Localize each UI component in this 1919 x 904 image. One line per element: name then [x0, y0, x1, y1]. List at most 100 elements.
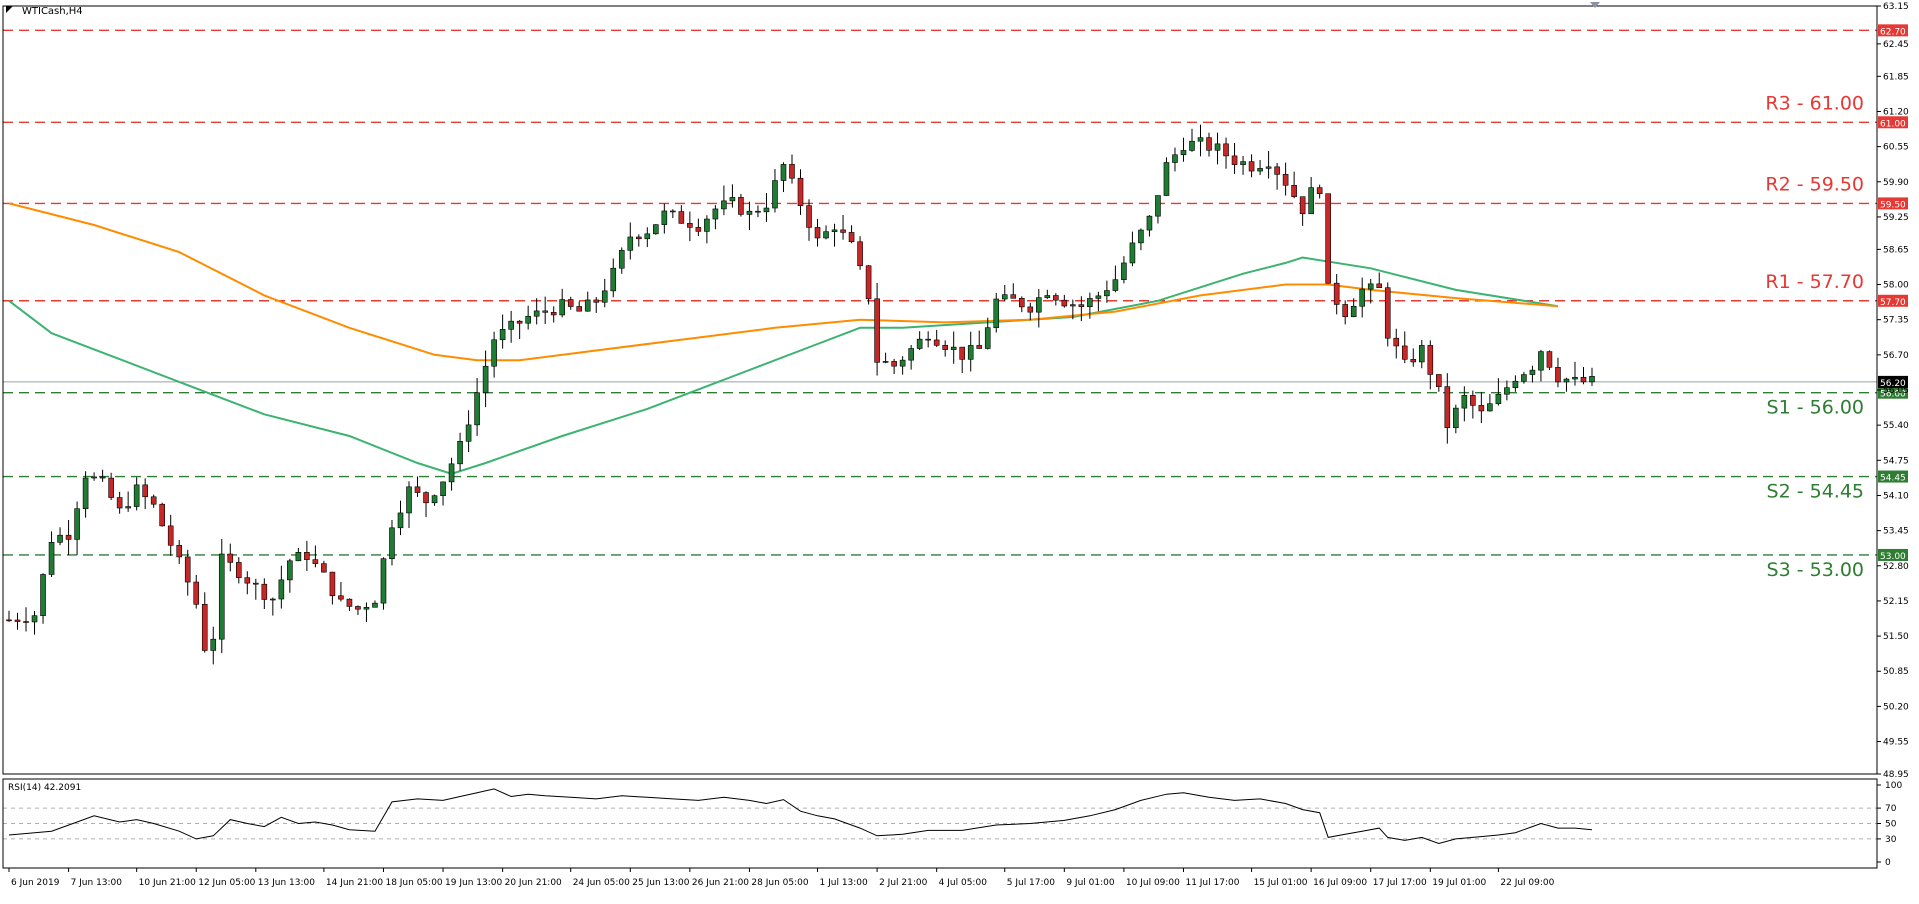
candle-body: [899, 359, 906, 367]
x-tick-label: 5 Jul 17:00: [1007, 878, 1056, 888]
candle-body: [601, 290, 608, 303]
rsi-tick-label: 100: [1885, 781, 1902, 791]
y-tick-label: 49.55: [1883, 738, 1909, 748]
level-label: R2 - 59.50: [1765, 173, 1864, 195]
candle-body: [491, 339, 497, 367]
candle-body: [218, 553, 225, 640]
candle-body: [925, 338, 931, 341]
candle-body: [1240, 161, 1246, 165]
candle-body: [976, 345, 983, 349]
candle-body: [661, 210, 668, 225]
candle-body: [840, 229, 846, 233]
x-tick-label: 6 Jun 2019: [11, 878, 60, 888]
candle-body: [304, 552, 310, 560]
candle-body: [363, 606, 370, 610]
candle-body: [789, 164, 795, 179]
candle-body: [831, 229, 838, 232]
candle-body: [499, 329, 506, 341]
candle-body: [1427, 345, 1434, 375]
candle-body: [865, 265, 872, 300]
candle-body: [1299, 196, 1306, 215]
candle-body: [1078, 304, 1085, 308]
candle-body: [806, 205, 812, 228]
candle-body: [57, 534, 63, 543]
x-tick-label: 25 Jun 13:00: [632, 878, 689, 888]
candle-body: [1401, 345, 1408, 360]
candle-body: [584, 299, 591, 312]
candle-body: [772, 180, 778, 209]
candle-body: [321, 563, 327, 573]
candle-body: [1104, 290, 1110, 297]
y-tick-label: 52.15: [1883, 597, 1909, 607]
candle-body: [653, 224, 659, 235]
candle-body: [1410, 359, 1417, 363]
level-price-tag-text: 61.00: [1880, 119, 1906, 129]
level-price-tag: [1878, 294, 1908, 307]
candle-body: [1461, 395, 1468, 409]
candle-body: [389, 527, 395, 559]
x-tick-label: 10 Jul 09:00: [1126, 878, 1180, 888]
candle-body: [1444, 386, 1451, 428]
candle-body: [474, 392, 480, 426]
candle-body: [1470, 395, 1476, 406]
candle-body: [644, 233, 651, 240]
x-tick-label: 13 Jun 13:00: [258, 878, 315, 888]
candle-body: [857, 241, 863, 267]
rsi-tick-label: 70: [1885, 804, 1897, 814]
candle-body: [99, 476, 106, 479]
y-tick-label: 59.90: [1883, 178, 1909, 188]
candle-body: [287, 560, 293, 581]
candle-body: [65, 534, 72, 540]
x-tick-label: 28 Jun 05:00: [751, 878, 808, 888]
candle-body: [1563, 378, 1570, 383]
candle-body: [1214, 143, 1221, 151]
candle-body: [457, 440, 463, 465]
candle-body: [14, 619, 21, 622]
level-price-tag-text: 57.70: [1880, 298, 1906, 308]
candle-body: [738, 197, 744, 215]
candle-body: [1453, 407, 1459, 428]
candle-body: [1274, 166, 1280, 175]
candle-body: [1291, 184, 1297, 197]
candle-body: [959, 346, 966, 360]
candle-body: [763, 207, 770, 213]
level-price-tag-text: 53.00: [1880, 552, 1906, 562]
candle-body: [184, 556, 191, 583]
candle-body: [40, 574, 46, 616]
x-tick-label: 17 Jul 17:00: [1373, 878, 1427, 888]
y-tick-label: 58.65: [1883, 245, 1909, 255]
candle-body: [1512, 380, 1519, 389]
candle-body: [1070, 304, 1076, 307]
candle-body: [74, 508, 80, 540]
x-tick-label: 22 Jul 09:00: [1500, 878, 1554, 888]
candle-body: [253, 582, 259, 585]
candle-body: [1138, 229, 1144, 244]
candle-body: [1189, 140, 1195, 151]
candle-body: [31, 615, 38, 623]
x-tick-label: 16 Jul 09:00: [1313, 878, 1367, 888]
y-tick-label: 57.35: [1883, 316, 1909, 326]
y-tick-label: 61.85: [1883, 72, 1909, 82]
candle-body: [372, 602, 378, 608]
moving-average-line: [8, 256, 1559, 475]
candle-body: [508, 320, 514, 330]
rsi-label: RSI(14) 42.2091: [8, 783, 81, 793]
x-tick-label: 10 Jun 21:00: [139, 878, 196, 888]
candle-body: [1172, 154, 1178, 163]
main-frame: [2, 5, 1878, 775]
candle-body: [397, 512, 404, 529]
candle-body: [1546, 351, 1553, 368]
candle-body: [1504, 387, 1510, 395]
x-tick-label: 19 Jul 01:00: [1432, 878, 1486, 888]
x-tick-label: 4 Jul 05:00: [939, 878, 988, 888]
candle-body: [1044, 295, 1051, 298]
candle-body: [942, 345, 948, 350]
candle-body: [48, 542, 55, 575]
candle-body: [1325, 193, 1331, 284]
moving-average-line: [8, 202, 1559, 362]
candle-body: [482, 365, 489, 394]
y-tick-label: 58.00: [1883, 281, 1909, 291]
candle-body: [1367, 283, 1374, 290]
candle-body: [1112, 279, 1119, 291]
